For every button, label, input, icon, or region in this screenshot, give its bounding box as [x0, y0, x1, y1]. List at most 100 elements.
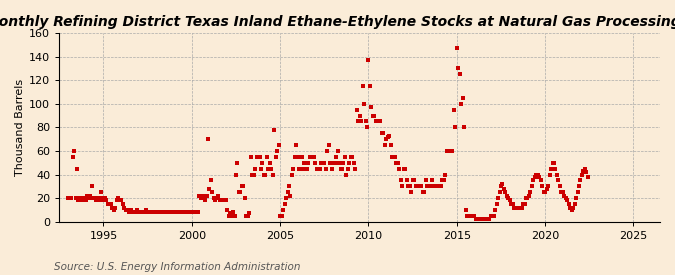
Point	[281, 196, 292, 200]
Point	[385, 143, 396, 147]
Point	[421, 178, 431, 183]
Point	[382, 134, 393, 139]
Point	[182, 210, 193, 214]
Point	[236, 184, 247, 189]
Point	[157, 210, 168, 214]
Point	[266, 166, 277, 171]
Point	[173, 210, 184, 214]
Point	[337, 166, 348, 171]
Point	[129, 210, 140, 214]
Point	[470, 217, 481, 222]
Point	[464, 214, 475, 218]
Point	[114, 198, 125, 203]
Y-axis label: Thousand Barrels: Thousand Barrels	[15, 79, 25, 176]
Point	[566, 208, 577, 212]
Point	[473, 217, 484, 222]
Point	[484, 217, 495, 222]
Point	[306, 155, 317, 159]
Point	[97, 198, 107, 203]
Point	[574, 184, 585, 189]
Point	[540, 190, 551, 194]
Point	[402, 178, 412, 183]
Point	[304, 155, 315, 159]
Point	[416, 184, 427, 189]
Point	[192, 210, 203, 214]
Point	[291, 143, 302, 147]
Point	[231, 172, 242, 177]
Point	[74, 196, 85, 200]
Point	[419, 190, 430, 194]
Point	[543, 184, 554, 189]
Point	[307, 155, 318, 159]
Point	[302, 161, 313, 165]
Point	[128, 210, 138, 214]
Point	[377, 131, 387, 135]
Point	[105, 202, 116, 206]
Point	[437, 178, 448, 183]
Point	[65, 196, 76, 200]
Point	[400, 166, 410, 171]
Point	[252, 155, 263, 159]
Point	[136, 210, 147, 214]
Point	[406, 190, 416, 194]
Point	[483, 217, 493, 222]
Point	[583, 175, 593, 179]
Point	[300, 166, 310, 171]
Point	[407, 178, 418, 183]
Point	[191, 210, 202, 214]
Point	[418, 190, 429, 194]
Point	[525, 190, 536, 194]
Point	[472, 217, 483, 222]
Point	[502, 194, 512, 198]
Point	[142, 210, 153, 214]
Point	[301, 166, 312, 171]
Point	[423, 184, 434, 189]
Point	[241, 214, 252, 218]
Point	[569, 202, 580, 206]
Point	[227, 210, 238, 214]
Point	[89, 196, 100, 200]
Point	[560, 196, 571, 200]
Point	[271, 155, 281, 159]
Point	[242, 214, 253, 218]
Point	[356, 119, 367, 124]
Point	[194, 194, 205, 198]
Point	[296, 166, 306, 171]
Point	[460, 208, 471, 212]
Point	[126, 208, 137, 212]
Point	[435, 184, 446, 189]
Point	[522, 196, 533, 200]
Point	[362, 125, 373, 130]
Point	[250, 166, 261, 171]
Point	[446, 149, 456, 153]
Point	[310, 161, 321, 165]
Point	[378, 131, 389, 135]
Point	[175, 210, 186, 214]
Point	[351, 108, 362, 112]
Point	[388, 155, 399, 159]
Point	[541, 186, 552, 191]
Point	[200, 198, 211, 203]
Point	[298, 161, 309, 165]
Point	[389, 155, 400, 159]
Point	[504, 198, 515, 203]
Point	[520, 196, 531, 200]
Point	[72, 166, 82, 171]
Point	[358, 101, 369, 106]
Point	[240, 196, 250, 200]
Point	[342, 166, 353, 171]
Point	[545, 166, 556, 171]
Point	[528, 178, 539, 183]
Point	[481, 217, 491, 222]
Point	[88, 196, 99, 200]
Point	[80, 198, 91, 203]
Point	[363, 58, 374, 62]
Point	[161, 210, 172, 214]
Point	[554, 184, 565, 189]
Point	[110, 205, 121, 210]
Point	[538, 190, 549, 194]
Point	[578, 169, 589, 173]
Point	[570, 196, 581, 200]
Point	[104, 202, 115, 206]
Point	[315, 166, 325, 171]
